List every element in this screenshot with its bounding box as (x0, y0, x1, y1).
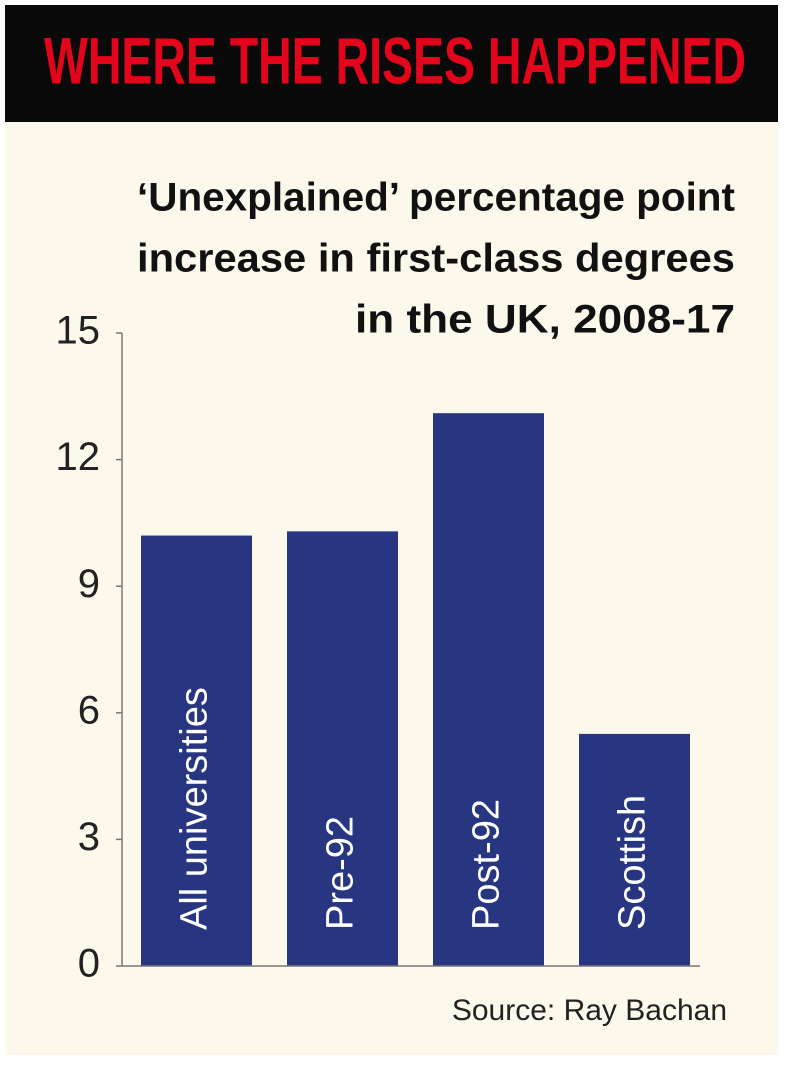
y-tick-label: 9 (78, 562, 100, 606)
y-tick-label: 15 (56, 309, 101, 353)
y-tick-label: 0 (78, 942, 100, 986)
x-tick-label: Pre-92 (320, 816, 362, 930)
source: Source: Ray Bachan (452, 994, 727, 1027)
header-band (5, 5, 778, 122)
subtitle: ‘Unexplained’ percentage point (137, 176, 735, 220)
chart-title: WHERE THE RISES HAPPENED (44, 23, 746, 97)
subtitle: in the UK, 2008-17 (355, 298, 735, 342)
y-tick-label: 12 (56, 435, 101, 479)
bar (433, 413, 544, 966)
bar (287, 531, 398, 966)
bar (141, 535, 252, 966)
x-tick-label: Post-92 (466, 799, 508, 930)
y-tick-label: 6 (78, 688, 100, 732)
y-tick-label: 3 (78, 815, 100, 859)
x-tick-label: Scottish (612, 795, 654, 930)
bar (579, 733, 690, 966)
subtitle: increase in first-class degrees (137, 237, 735, 281)
x-tick-label: All universities (174, 687, 216, 930)
